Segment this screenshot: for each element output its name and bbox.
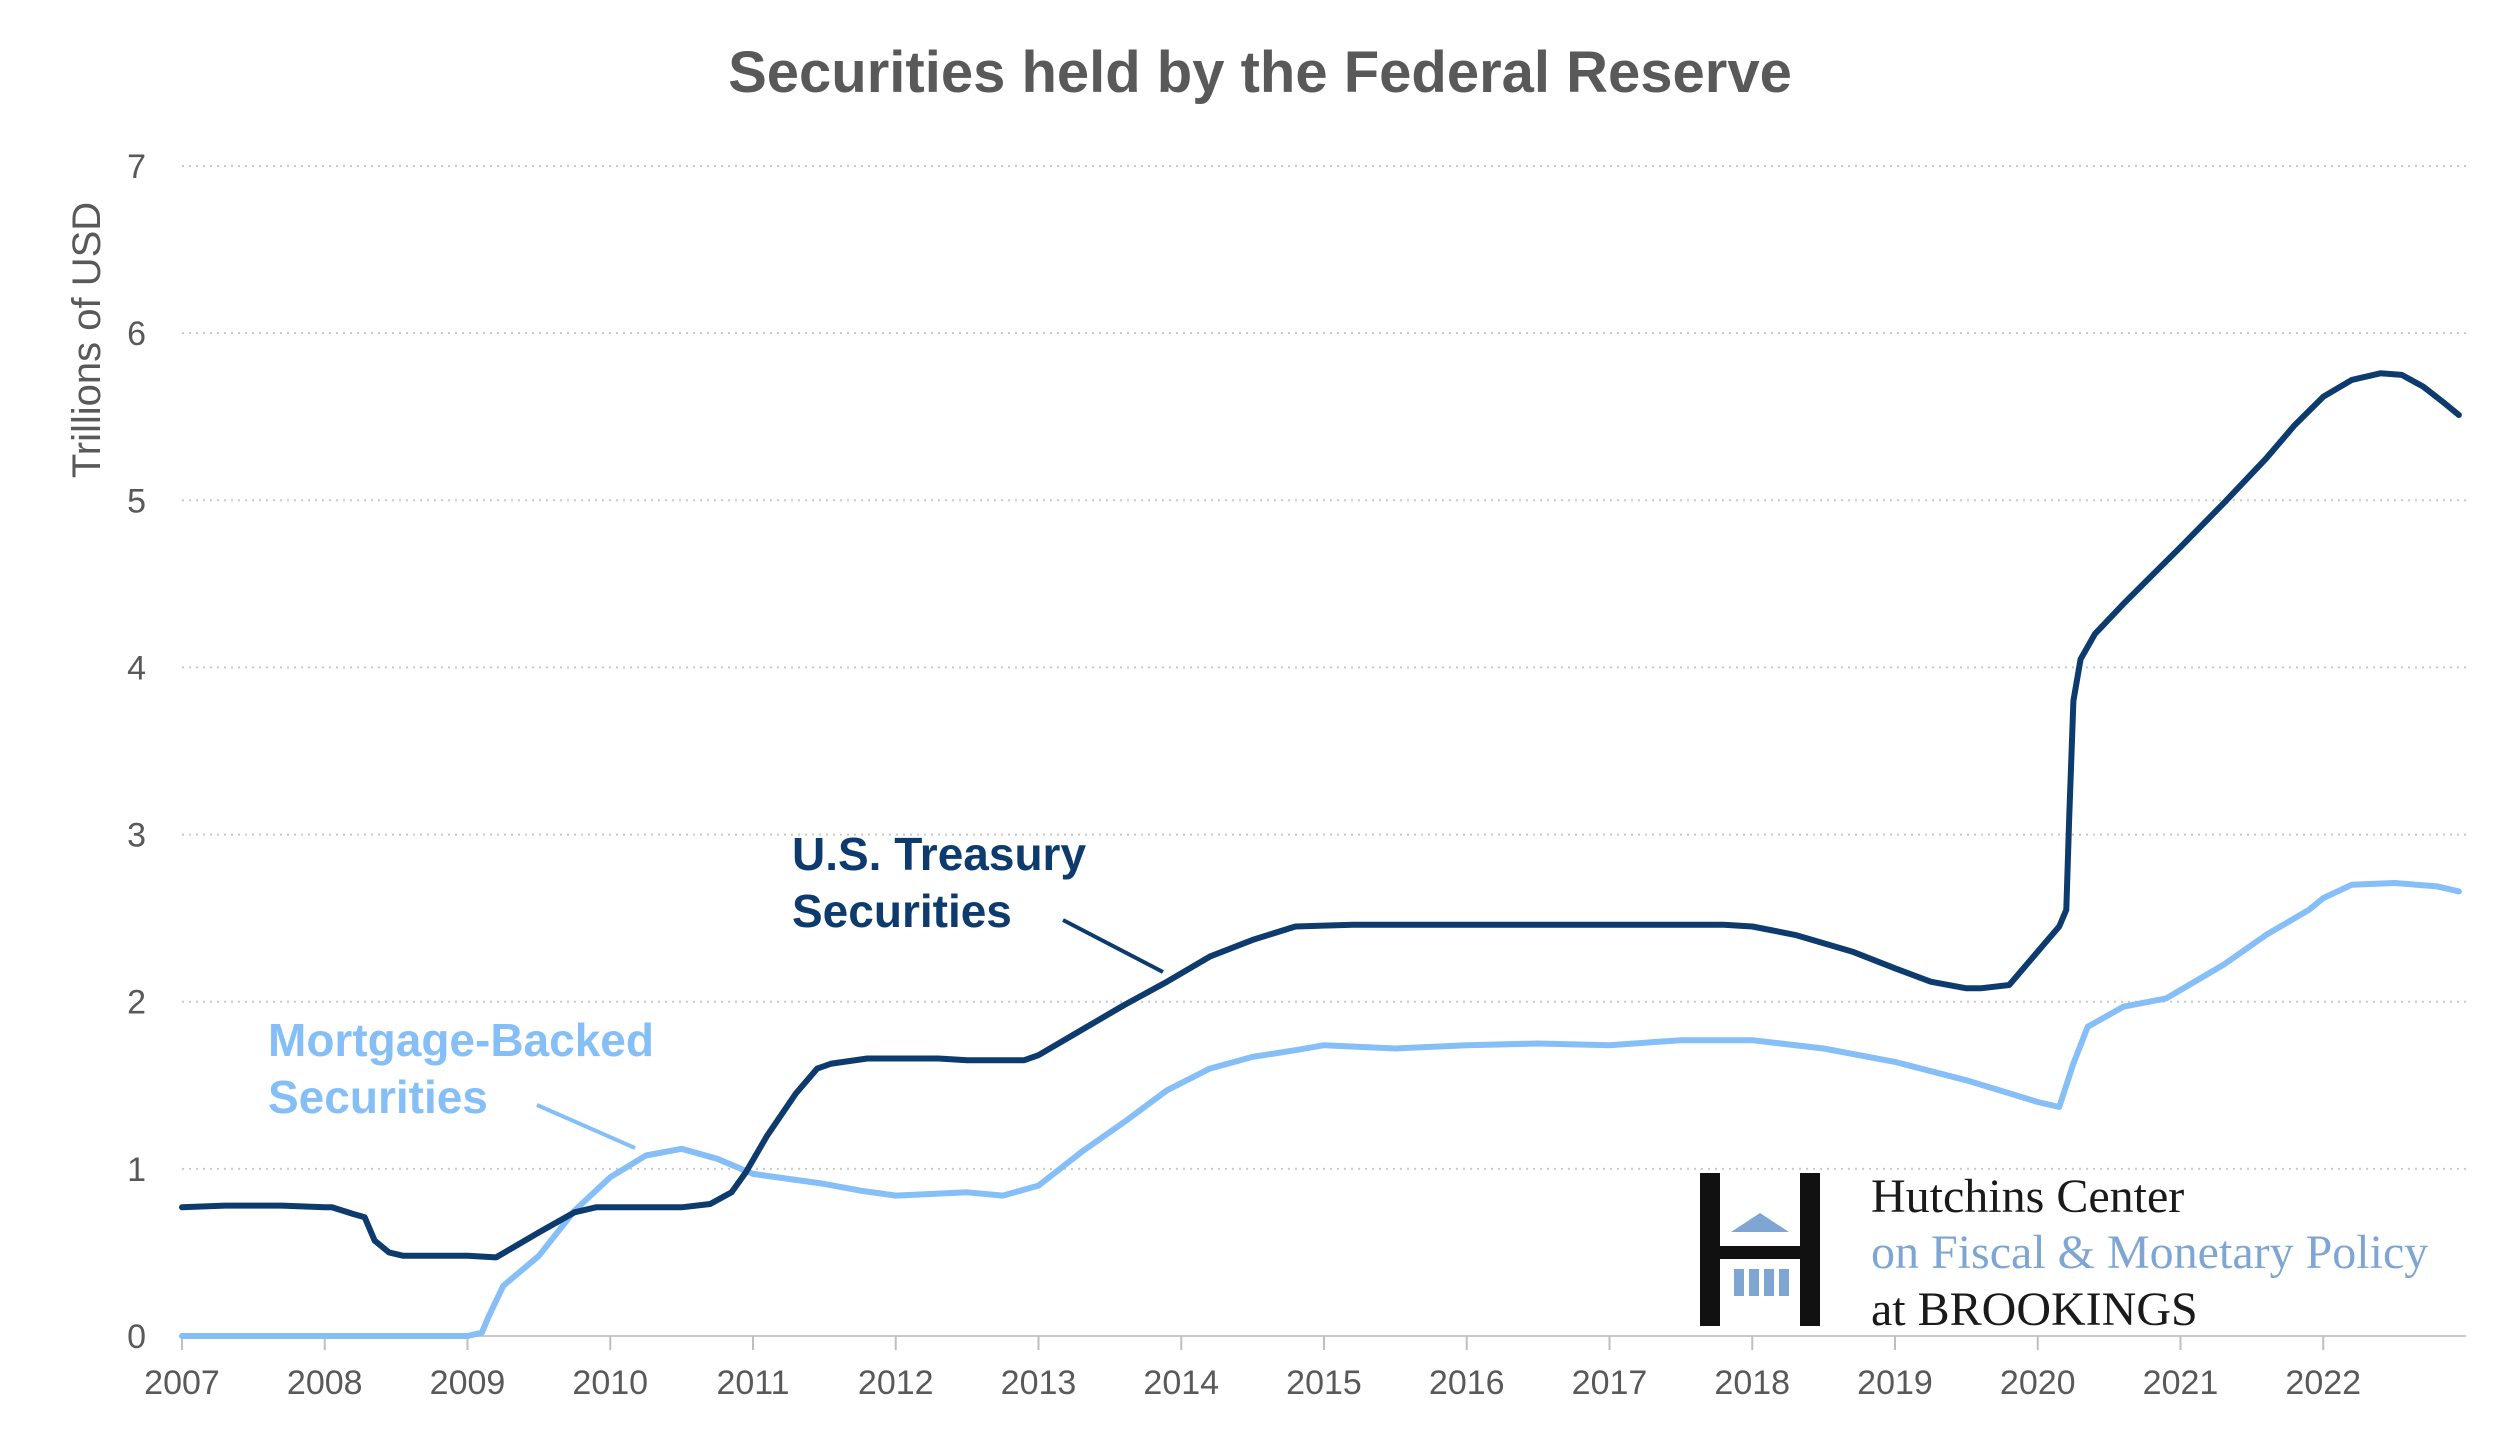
mbs-series-line bbox=[179, 880, 2462, 1339]
logo-mark-icon bbox=[1700, 1173, 1820, 1326]
x-tick-label: 2008 bbox=[287, 1364, 363, 1402]
treasury-label-line2: Securities bbox=[792, 885, 1012, 937]
x-tick-label: 2014 bbox=[1143, 1364, 1219, 1402]
x-tick-label: 2009 bbox=[430, 1364, 506, 1402]
mbs-label-line2: Securities bbox=[268, 1071, 488, 1123]
chart-title: Securities held by the Federal Reserve bbox=[728, 40, 1792, 105]
y-tick-label: 5 bbox=[127, 482, 146, 520]
x-tick-label: 2019 bbox=[1857, 1364, 1933, 1402]
mbs-leader-line bbox=[536, 1103, 636, 1150]
x-tick-label: 2010 bbox=[572, 1364, 648, 1402]
x-tick-label: 2022 bbox=[2285, 1364, 2361, 1402]
x-tick-label: 2016 bbox=[1429, 1364, 1505, 1402]
treasury-series-line bbox=[179, 370, 2462, 1261]
treasury-label-line1: U.S. Treasury bbox=[792, 828, 1086, 880]
hutchins-logo: Hutchins Center on Fiscal & Monetary Pol… bbox=[1700, 1170, 2428, 1336]
x-axis-ticks: 2007 2008 2009 2010 2011 2012 2013 2014 2015 2016… bbox=[144, 1336, 2361, 1402]
x-tick-label: 2018 bbox=[1714, 1364, 1790, 1402]
y-tick-label: 3 bbox=[127, 817, 146, 855]
y-tick-label: 7 bbox=[127, 148, 146, 186]
logo-line3: at BROOKINGS bbox=[1871, 1283, 2198, 1336]
treasury-leader-line bbox=[1062, 918, 1164, 974]
y-tick-label: 1 bbox=[127, 1151, 146, 1189]
x-tick-label: 2017 bbox=[1572, 1364, 1648, 1402]
y-tick-label: 0 bbox=[127, 1318, 146, 1356]
x-tick-label: 2007 bbox=[144, 1364, 220, 1402]
logo-line2: on Fiscal & Monetary Policy bbox=[1871, 1226, 2428, 1279]
y-tick-label: 6 bbox=[127, 315, 146, 353]
y-axis-ticks: 0 1 2 3 4 5 6 7 bbox=[127, 148, 146, 1356]
y-tick-label: 4 bbox=[127, 649, 146, 687]
mbs-label-line1: Mortgage-Backed bbox=[268, 1014, 654, 1066]
y-tick-label: 2 bbox=[127, 984, 146, 1022]
y-axis-title: Trillions of USD bbox=[65, 202, 109, 478]
series-lines bbox=[179, 370, 2462, 1339]
gridlines bbox=[182, 165, 2466, 1337]
x-tick-label: 2013 bbox=[1001, 1364, 1077, 1402]
logo-line1: Hutchins Center bbox=[1871, 1170, 2184, 1223]
x-tick-label: 2020 bbox=[2000, 1364, 2076, 1402]
x-tick-label: 2015 bbox=[1286, 1364, 1362, 1402]
x-tick-label: 2011 bbox=[716, 1364, 789, 1402]
x-tick-label: 2012 bbox=[858, 1364, 934, 1402]
x-tick-label: 2021 bbox=[2143, 1364, 2219, 1402]
